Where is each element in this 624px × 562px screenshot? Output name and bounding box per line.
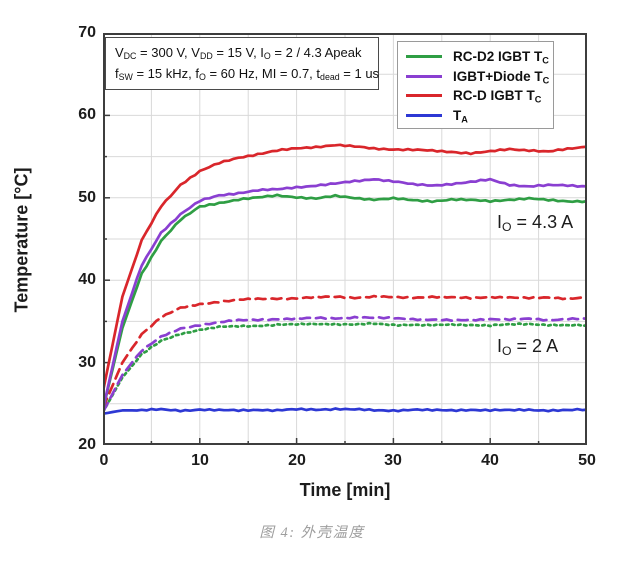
plot-area [103, 33, 587, 445]
y-tick-label: 70 [78, 24, 96, 41]
legend-label: TA [453, 107, 468, 125]
test-conditions-line1: VDC = 300 V, VDD = 15 V, IO = 2 / 4.3 Ap… [115, 45, 362, 62]
x-tick-label: 50 [578, 452, 596, 469]
test-conditions-box: VDC = 300 V, VDD = 15 V, IO = 2 / 4.3 Ap… [105, 37, 380, 91]
x-tick-label: 20 [288, 452, 306, 469]
legend-item-igbt-diode: IGBT+Diode TC [406, 67, 549, 87]
legend-line-swatch-blue [406, 113, 442, 117]
legend-line-swatch-purple [406, 74, 442, 78]
legend-item-rcd-igbt: RC-D IGBT TC [406, 86, 545, 106]
figure-caption: 图 4: 外壳温度 [259, 525, 365, 541]
x-axis-label: Time [min] [299, 480, 391, 500]
legend-item-rcd2-igbt: RC-D2 IGBT TC [406, 47, 549, 67]
legend: RC-D2 IGBT TC IGBT+Diode TC RC-D IGBT TC… [397, 41, 554, 129]
legend-line-swatch-green [406, 55, 442, 59]
y-tick-label: 30 [78, 354, 96, 371]
x-tick-label: 10 [191, 452, 209, 469]
legend-label: RC-D2 IGBT TC [453, 49, 549, 66]
test-conditions-line2: fSW = 15 kHz, fO = 60 Hz, MI = 0.7, tdea… [115, 66, 380, 83]
x-tick-label: 30 [384, 452, 402, 469]
y-tick-label: 20 [78, 436, 96, 453]
annotation-io-2-a: IO = 2 A [497, 336, 559, 359]
legend-label: IGBT+Diode TC [453, 68, 550, 86]
x-tick-label: 40 [481, 452, 499, 469]
y-tick-label: 60 [78, 106, 96, 123]
legend-label: RC-D IGBT TC [453, 88, 542, 105]
legend-item-ambient: TA [406, 106, 545, 126]
y-tick-label: 50 [78, 189, 96, 206]
y-tick-label: 40 [78, 271, 96, 288]
chart-canvas [103, 33, 587, 445]
y-axis-label: Temperature [°C] [11, 167, 32, 313]
x-tick-label: 0 [99, 452, 109, 469]
legend-line-swatch-red [406, 94, 442, 98]
annotation-io-4-3-a: IO = 4.3 A [497, 212, 574, 235]
